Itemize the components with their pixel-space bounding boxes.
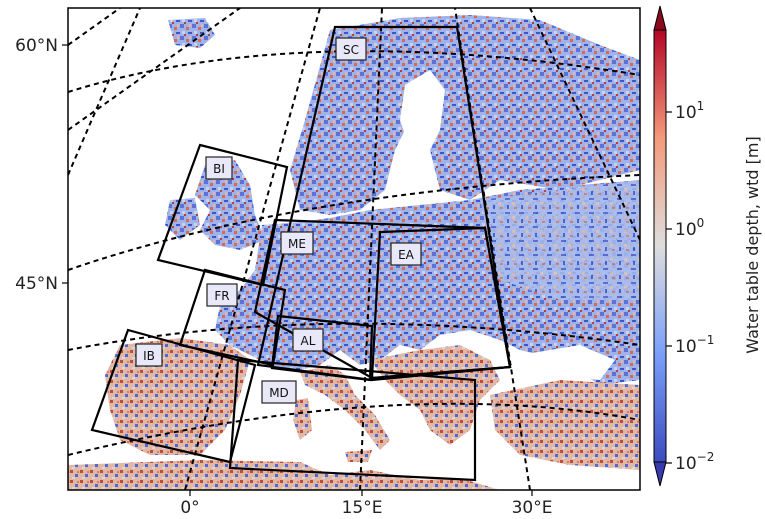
lat-label-60: 60°N <box>15 36 58 56</box>
svg-text:ME: ME <box>288 237 306 251</box>
colorbar-tick-1em1: 10−1 <box>675 333 714 357</box>
region-boxes <box>90 25 512 482</box>
colorbar: 101 100 10−1 10−2 Water table depth, wtd… <box>653 5 762 487</box>
region-label-md: MD <box>261 380 297 404</box>
map-area <box>68 8 640 490</box>
region-label-ib: IB <box>135 343 163 367</box>
region-labels: SC BI ME EA FR AL IB MD <box>135 37 422 404</box>
box-ea <box>370 226 512 380</box>
land-british-isles <box>195 160 265 250</box>
map-border <box>67 7 641 491</box>
colorbar-tick-1em2: 10−2 <box>675 450 714 474</box>
region-label-me: ME <box>280 231 314 255</box>
land-italy <box>300 365 390 450</box>
region-label-fr: FR <box>206 283 238 307</box>
land-scandinavia <box>290 15 640 215</box>
colorbar-extend-low <box>653 461 667 487</box>
colorbar-gradient <box>653 29 667 463</box>
svg-text:MD: MD <box>269 386 289 400</box>
land-anatolia <box>490 380 640 470</box>
axis-ticks <box>62 44 533 496</box>
svg-text:EA: EA <box>398 248 415 262</box>
lon-label-0: 0° <box>180 498 199 518</box>
box-al <box>270 314 374 382</box>
land-north-africa <box>68 460 500 490</box>
region-label-al: AL <box>292 328 324 352</box>
colorbar-tick-1e1: 101 <box>675 99 704 123</box>
svg-text:IB: IB <box>143 349 155 363</box>
region-label-ea: EA <box>390 242 422 266</box>
region-label-sc: SC <box>335 37 367 61</box>
lat-label-45: 45°N <box>15 274 58 294</box>
svg-text:FR: FR <box>214 289 229 303</box>
colorbar-extend-high <box>653 5 667 31</box>
colorbar-title: Water table depth, wtd [m] <box>743 136 762 353</box>
svg-text:SC: SC <box>343 43 359 57</box>
lon-label-15e: 15°E <box>342 498 383 518</box>
svg-text:BI: BI <box>213 162 225 176</box>
colorbar-tick-1e0: 100 <box>675 216 704 240</box>
box-md <box>228 358 477 482</box>
lon-label-30e: 30°E <box>512 498 553 518</box>
svg-text:AL: AL <box>301 334 316 348</box>
region-label-bi: BI <box>205 156 233 180</box>
